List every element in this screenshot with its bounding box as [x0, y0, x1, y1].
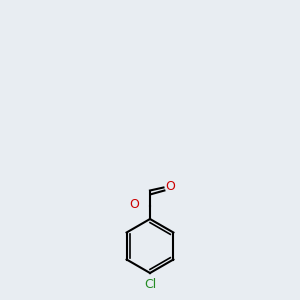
Text: Cl: Cl	[144, 278, 156, 290]
Text: O: O	[130, 197, 140, 211]
Text: O: O	[165, 179, 175, 193]
